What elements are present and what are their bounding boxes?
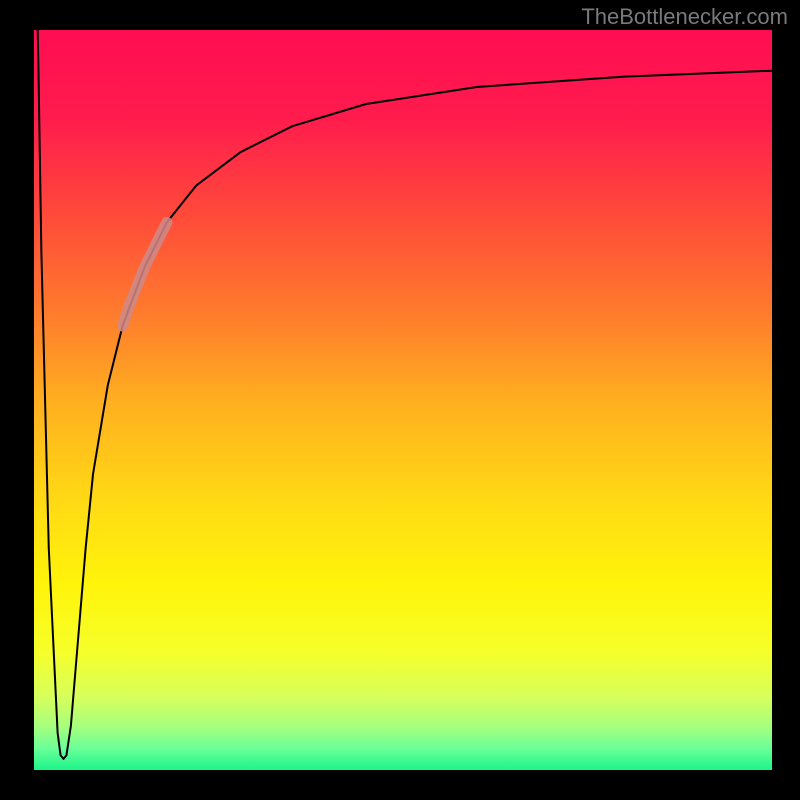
chart-plot-area xyxy=(34,30,772,770)
bottleneck-curve xyxy=(38,30,772,759)
watermark-text: TheBottlenecker.com xyxy=(581,4,788,30)
highlight-segment xyxy=(123,222,167,326)
chart-svg xyxy=(34,30,772,770)
